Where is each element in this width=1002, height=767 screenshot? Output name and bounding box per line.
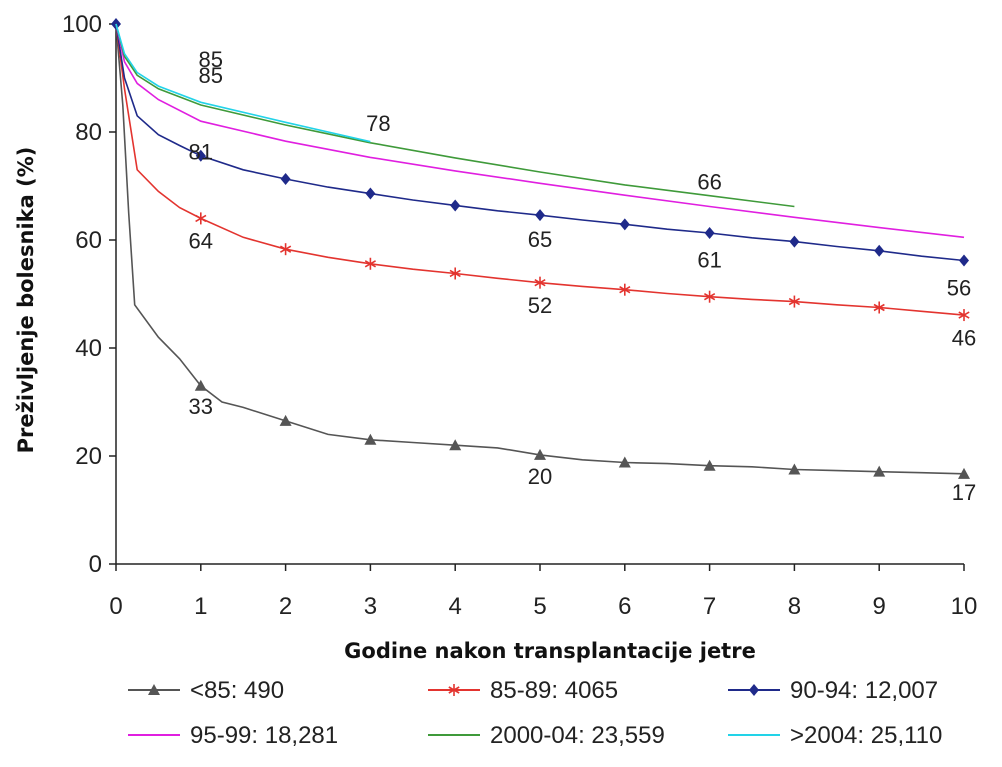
series-line bbox=[115, 23, 965, 239]
x-tick-label: 2 bbox=[279, 593, 292, 620]
series-5 bbox=[115, 23, 371, 143]
data-label: 56 bbox=[947, 276, 971, 301]
data-label: 66 bbox=[697, 170, 721, 195]
series-2 bbox=[111, 18, 969, 267]
data-point bbox=[874, 244, 885, 257]
y-tick-label: 40 bbox=[75, 335, 102, 362]
data-label: 52 bbox=[528, 293, 552, 318]
data-label: 61 bbox=[697, 248, 721, 273]
data-point bbox=[194, 379, 207, 391]
data-label: 20 bbox=[528, 464, 552, 489]
data-point bbox=[195, 149, 206, 162]
data-point bbox=[619, 218, 630, 231]
data-point bbox=[364, 433, 377, 445]
x-tick-label: 0 bbox=[109, 593, 122, 620]
data-point bbox=[959, 254, 969, 267]
y-axis-title: Preživljenje bolesnika (%) bbox=[14, 147, 38, 454]
legend-item: <85: 490 bbox=[128, 677, 284, 704]
y-tick-label: 60 bbox=[75, 227, 102, 254]
y-tick-label: 20 bbox=[75, 443, 102, 470]
data-point bbox=[449, 267, 461, 280]
x-tick-label: 9 bbox=[873, 593, 886, 620]
data-point bbox=[788, 463, 801, 475]
data-point bbox=[364, 257, 376, 270]
data-point bbox=[873, 465, 886, 477]
y-axis: 0 20 40 60 80 100 bbox=[62, 11, 117, 578]
x-tick-label: 4 bbox=[449, 593, 462, 620]
legend: <85: 490 85-89: 4065 90-94: 12,007 95-99: 1… bbox=[128, 677, 942, 749]
data-point bbox=[535, 209, 545, 222]
legend-item: 95-99: 18,281 bbox=[128, 722, 338, 749]
data-point bbox=[704, 290, 716, 303]
series-line bbox=[115, 23, 965, 316]
legend-label: 90-94: 12,007 bbox=[790, 677, 938, 704]
data-point bbox=[618, 456, 631, 468]
data-point bbox=[365, 187, 376, 200]
data-point bbox=[788, 295, 800, 308]
data-labels-layer: 33 20 17 64 52 46 81 65 61 56 85 78 66 85 bbox=[189, 47, 977, 505]
data-point bbox=[703, 459, 716, 471]
data-label: 46 bbox=[952, 326, 976, 351]
series-layer bbox=[111, 18, 970, 479]
data-point bbox=[958, 467, 970, 479]
data-point bbox=[280, 243, 292, 256]
data-point bbox=[958, 309, 970, 322]
data-label: 78 bbox=[366, 111, 390, 136]
data-point bbox=[195, 212, 207, 225]
legend-marker bbox=[148, 684, 160, 695]
series-4 bbox=[115, 23, 795, 208]
data-point bbox=[789, 235, 800, 248]
legend-item: 85-89: 4065 bbox=[428, 677, 618, 704]
series-line bbox=[115, 23, 965, 475]
data-label: 85 bbox=[199, 47, 223, 72]
data-label: 64 bbox=[189, 228, 213, 253]
data-point bbox=[534, 276, 546, 289]
x-tick-label: 3 bbox=[364, 593, 377, 620]
x-tick-label: 10 bbox=[951, 593, 978, 620]
series-1 bbox=[115, 23, 970, 322]
legend-item: 90-94: 12,007 bbox=[728, 677, 938, 704]
series-line bbox=[115, 23, 965, 262]
data-point bbox=[619, 283, 631, 296]
y-tick-label: 80 bbox=[75, 119, 102, 146]
x-tick-label: 7 bbox=[703, 593, 716, 620]
x-axis-title: Godine nakon transplantacije jetre bbox=[344, 639, 756, 663]
data-point bbox=[873, 301, 885, 314]
data-label: 85 bbox=[199, 63, 223, 88]
x-tick-label: 5 bbox=[533, 593, 546, 620]
data-point bbox=[279, 414, 292, 426]
legend-marker bbox=[448, 684, 460, 696]
data-label: 17 bbox=[952, 480, 976, 505]
legend-marker bbox=[749, 684, 759, 696]
series-3 bbox=[115, 23, 965, 239]
y-tick-label: 100 bbox=[62, 11, 102, 38]
data-label: 65 bbox=[528, 227, 552, 252]
legend-label: 85-89: 4065 bbox=[490, 677, 618, 704]
x-tick-label: 8 bbox=[788, 593, 801, 620]
legend-item: 2000-04: 23,559 bbox=[428, 722, 665, 749]
data-point bbox=[280, 172, 291, 185]
data-point bbox=[450, 199, 461, 212]
x-axis: 0 1 2 3 4 5 6 7 8 9 10 bbox=[109, 563, 978, 620]
series-0 bbox=[115, 23, 970, 479]
x-tick-label: 6 bbox=[618, 593, 631, 620]
data-point bbox=[704, 226, 715, 239]
data-point bbox=[449, 439, 462, 451]
data-label: 33 bbox=[189, 394, 213, 419]
legend-label: >2004: 25,110 bbox=[790, 722, 942, 749]
data-point bbox=[534, 448, 546, 460]
y-tick-label: 0 bbox=[89, 551, 102, 578]
legend-label: 95-99: 18,281 bbox=[190, 722, 338, 749]
legend-label: 2000-04: 23,559 bbox=[490, 722, 665, 749]
legend-label: <85: 490 bbox=[190, 677, 284, 704]
legend-item: >2004: 25,110 bbox=[728, 722, 942, 749]
series-line bbox=[115, 23, 795, 208]
data-label: 81 bbox=[189, 140, 213, 165]
x-tick-label: 1 bbox=[194, 593, 207, 620]
series-line bbox=[115, 23, 371, 143]
